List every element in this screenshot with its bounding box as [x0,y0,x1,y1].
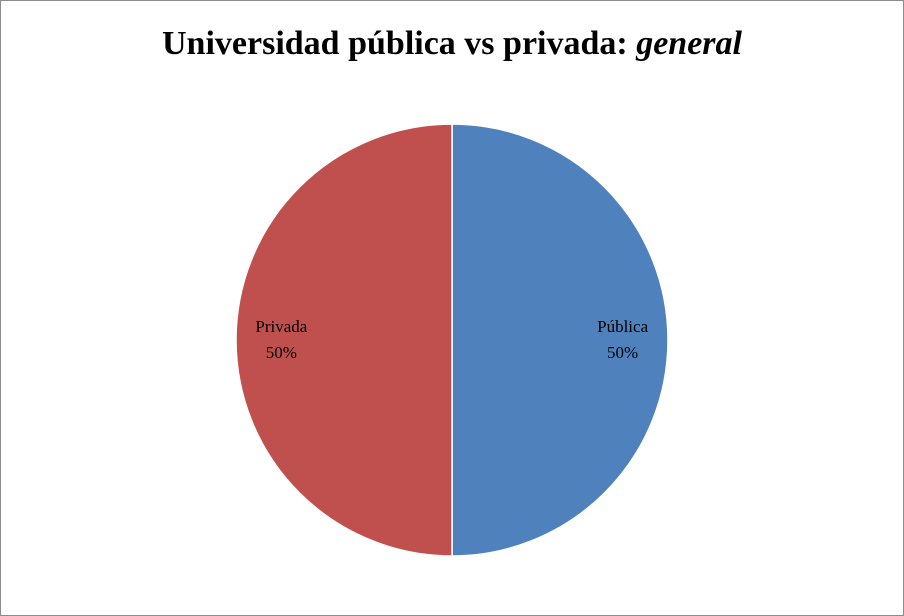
pie-slice [451,123,669,557]
slice-label: Privada [255,317,307,336]
slice-value-label: 50% [266,343,297,362]
slice-label: Pública [597,317,648,336]
slice-value-label: 50% [607,343,638,362]
chart-title: Universidad pública vs privada: general [162,25,743,62]
title-emphasis: general [635,25,742,62]
pie-slice [235,123,453,557]
title-main: Universidad pública vs privada: [162,25,628,62]
